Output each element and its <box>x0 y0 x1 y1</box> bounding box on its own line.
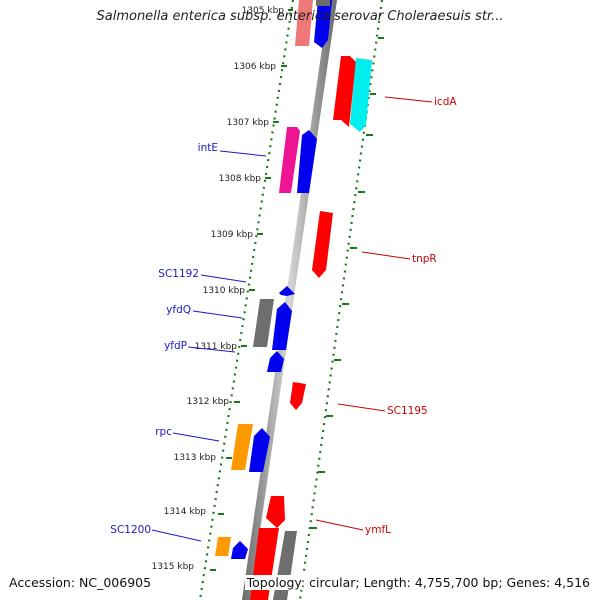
tick-label: 1307 kbp <box>227 118 270 128</box>
leader-line <box>187 346 236 353</box>
gene-label[interactable]: intE <box>198 142 218 154</box>
gene-feature[interactable] <box>297 130 317 193</box>
tick-label: 1305 kbp <box>242 6 285 16</box>
tick-label: 1311 kbp <box>195 342 238 352</box>
gene-feature[interactable] <box>253 299 274 347</box>
leader-line <box>219 150 267 157</box>
gene-feature[interactable] <box>314 0 332 48</box>
gene-feature[interactable] <box>231 424 253 470</box>
gene-feature[interactable] <box>295 0 313 46</box>
tick-label: 1310 kbp <box>203 286 246 296</box>
leader-line <box>151 529 202 542</box>
outer-dotted-track <box>298 0 384 600</box>
tick-label: 1313 kbp <box>174 453 217 463</box>
gene-feature[interactable] <box>333 56 356 127</box>
label-leaders <box>151 96 433 542</box>
gene-label[interactable]: SC1200 <box>110 524 151 536</box>
gene-label[interactable]: icdA <box>434 96 457 108</box>
gene-label[interactable]: tnpR <box>412 253 437 265</box>
gene-feature[interactable] <box>266 496 285 528</box>
genome-backbone <box>242 0 337 600</box>
gene-feature[interactable] <box>272 302 292 350</box>
tick-label: 1306 kbp <box>234 62 277 72</box>
gene-label[interactable]: SC1195 <box>387 405 428 417</box>
gene-feature[interactable] <box>316 0 330 6</box>
leader-line <box>200 274 247 283</box>
tick-label: 1309 kbp <box>211 230 254 240</box>
gene-label[interactable]: ymfL <box>365 524 391 536</box>
gene-feature[interactable] <box>267 351 284 372</box>
accession-text: Accession: NC_006905 <box>7 575 154 590</box>
kbp-tick-labels: 1305 kbp 1306 kbp 1307 kbp 1308 kbp 1309… <box>152 6 285 572</box>
tick-label: 1312 kbp <box>187 397 230 407</box>
gene-feature[interactable] <box>249 428 270 472</box>
kbp-tick-marks <box>210 9 384 571</box>
gene-label[interactable]: rpc <box>155 426 172 438</box>
leader-line <box>337 403 386 412</box>
gene-features <box>215 0 372 600</box>
tick-label: 1314 kbp <box>164 507 207 517</box>
gene-feature[interactable] <box>350 58 372 132</box>
genome-title: Salmonella enterica subsp. enterica sero… <box>96 9 504 24</box>
gene-feature[interactable] <box>312 211 333 278</box>
tick-label: 1308 kbp <box>219 174 262 184</box>
gene-label[interactable]: yfdP <box>164 340 187 352</box>
gene-label[interactable]: yfdQ <box>166 304 191 316</box>
leader-line <box>192 310 243 319</box>
leader-line <box>361 251 411 260</box>
gene-feature[interactable] <box>279 127 300 193</box>
genome-summary-text: Topology: circular; Length: 4,755,700 bp… <box>244 575 592 590</box>
inner-dotted-track <box>198 0 295 600</box>
leader-line <box>384 96 433 103</box>
gene-feature[interactable] <box>231 541 248 559</box>
gene-labels: intE SC1192 yfdQ yfdP rpc SC1200 icdA tn… <box>110 96 457 536</box>
gene-feature[interactable] <box>215 537 231 556</box>
gene-feature[interactable] <box>279 286 295 296</box>
leader-line <box>315 519 364 531</box>
gene-feature[interactable] <box>290 382 306 410</box>
tick-label: 1315 kbp <box>152 562 195 572</box>
leader-line <box>172 432 220 442</box>
gene-label[interactable]: SC1192 <box>158 268 199 280</box>
